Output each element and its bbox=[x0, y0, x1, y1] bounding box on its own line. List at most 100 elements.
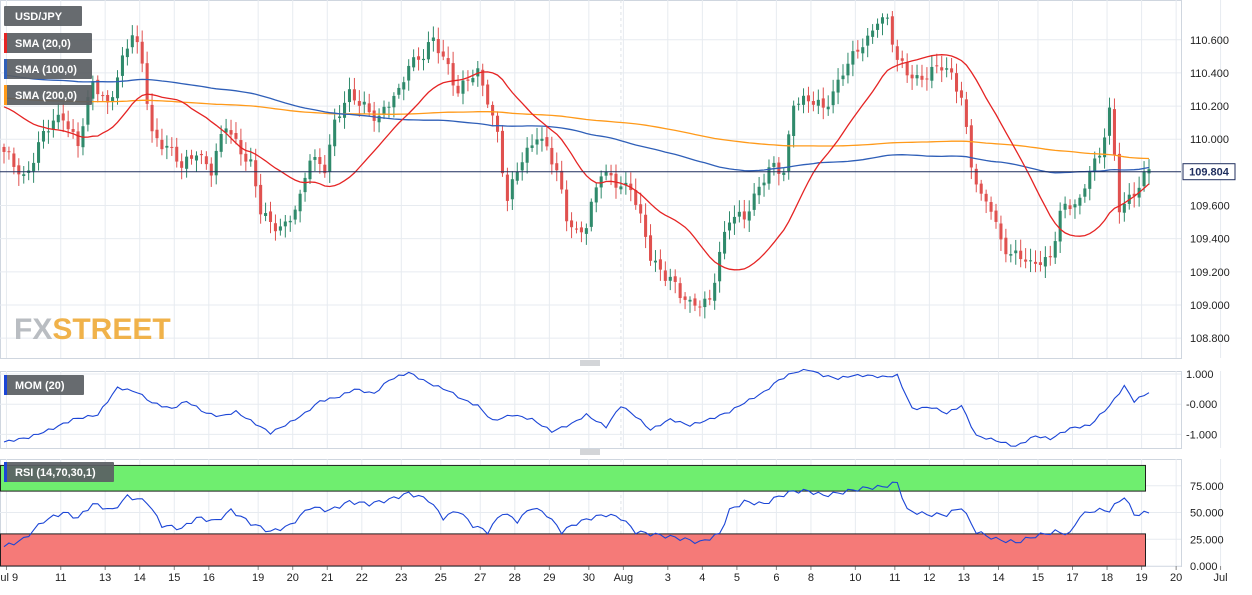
x-tick-label: 13 bbox=[958, 572, 970, 584]
candlestick bbox=[984, 189, 988, 214]
candle-body bbox=[377, 115, 381, 123]
candlestick bbox=[885, 13, 889, 26]
candle-body bbox=[1014, 250, 1018, 254]
candle-body bbox=[599, 176, 603, 188]
sma200-legend-text: SMA (200,0) bbox=[15, 90, 77, 102]
candle-body bbox=[846, 63, 850, 76]
candle-body bbox=[782, 172, 786, 175]
candlestick bbox=[1078, 194, 1082, 215]
candle-body bbox=[313, 156, 317, 160]
candle-body bbox=[214, 150, 218, 176]
candle-body bbox=[979, 183, 983, 194]
candlestick bbox=[412, 49, 416, 72]
candle-body bbox=[1098, 155, 1102, 158]
candlestick bbox=[377, 108, 381, 133]
candlestick bbox=[387, 101, 391, 118]
candle-body bbox=[51, 120, 55, 130]
candle-body bbox=[2, 146, 6, 152]
candle-body bbox=[525, 147, 529, 163]
candle-body bbox=[811, 101, 815, 105]
candle-body bbox=[678, 283, 682, 299]
momentum-rsi-divider bbox=[580, 449, 600, 455]
candlestick bbox=[190, 149, 194, 165]
candlestick bbox=[185, 149, 189, 178]
candle-body bbox=[56, 114, 60, 123]
candlestick bbox=[421, 49, 426, 71]
candlestick bbox=[1117, 142, 1121, 224]
candlestick bbox=[431, 26, 435, 52]
candlestick bbox=[945, 57, 949, 78]
candle-body bbox=[219, 134, 223, 152]
x-tick-label: 18 bbox=[1101, 572, 1113, 584]
sma20-line bbox=[3, 54, 1150, 271]
candlestick bbox=[234, 122, 238, 145]
candlestick bbox=[925, 67, 929, 91]
candle-body bbox=[787, 134, 791, 172]
candlestick bbox=[180, 153, 184, 180]
candle-body bbox=[1068, 205, 1072, 210]
candle-body bbox=[1078, 197, 1082, 206]
candle-body bbox=[772, 162, 776, 167]
candlestick bbox=[12, 147, 16, 175]
candlestick bbox=[727, 211, 732, 240]
momentum-legend: MOM (20) bbox=[4, 375, 84, 395]
candlestick bbox=[940, 55, 944, 83]
candlestick bbox=[890, 11, 894, 53]
candlestick bbox=[283, 215, 287, 238]
price-tick-label: 110.400 bbox=[1190, 68, 1229, 80]
x-tick-label: 16 bbox=[203, 572, 215, 584]
candlestick bbox=[954, 63, 959, 104]
fxstreet-watermark: FXSTREET bbox=[14, 313, 171, 346]
candle-body bbox=[66, 121, 70, 130]
candlestick bbox=[347, 77, 352, 112]
candlestick bbox=[747, 200, 751, 232]
sma20-legend-text: SMA (20,0) bbox=[15, 38, 71, 50]
rsi-tick-label: 75.000 bbox=[1190, 481, 1224, 493]
candlestick bbox=[397, 83, 401, 99]
rsi-legend-swatch bbox=[4, 462, 7, 482]
candlestick bbox=[560, 160, 564, 194]
candlestick bbox=[964, 91, 968, 135]
candle-body bbox=[46, 131, 50, 133]
candlestick bbox=[456, 74, 460, 97]
candlestick bbox=[1098, 147, 1102, 164]
candle-body bbox=[653, 260, 657, 263]
candlestick bbox=[994, 203, 998, 229]
price-tick-label: 110.000 bbox=[1190, 134, 1229, 146]
x-tick-label: 5 bbox=[734, 572, 740, 584]
candle-body bbox=[663, 270, 667, 281]
candlestick bbox=[244, 142, 248, 171]
candle-body bbox=[540, 138, 544, 141]
candlestick bbox=[619, 176, 623, 195]
candle-body bbox=[199, 153, 203, 156]
x-tick-label: 14 bbox=[992, 572, 1004, 584]
candle-body bbox=[466, 79, 470, 81]
candlestick bbox=[574, 221, 579, 234]
x-tick-label: 17 bbox=[1066, 572, 1078, 584]
candlestick bbox=[841, 64, 845, 86]
candle-body bbox=[288, 220, 292, 223]
candle-body bbox=[560, 170, 564, 190]
candle-body bbox=[343, 102, 347, 118]
candle-body bbox=[140, 41, 144, 64]
candlestick bbox=[1073, 199, 1077, 219]
candlestick bbox=[219, 125, 223, 158]
momentum-panel bbox=[0, 371, 1182, 449]
candle-body bbox=[382, 106, 386, 115]
candlestick bbox=[999, 215, 1003, 251]
rsi-tick-label: 25.000 bbox=[1190, 534, 1224, 546]
candlestick bbox=[402, 76, 406, 101]
candlestick bbox=[584, 223, 588, 245]
candle-body bbox=[101, 95, 105, 97]
candlestick bbox=[797, 97, 801, 111]
candlestick bbox=[1004, 228, 1008, 263]
x-tick-label: 11 bbox=[889, 572, 900, 584]
rsi-line bbox=[3, 481, 1150, 548]
x-tick-label: Jul bbox=[1214, 572, 1228, 584]
candlestick bbox=[313, 149, 317, 171]
candle-body bbox=[515, 171, 519, 181]
candle-body bbox=[165, 145, 169, 148]
candlestick bbox=[772, 156, 776, 176]
candle-body bbox=[574, 228, 579, 230]
